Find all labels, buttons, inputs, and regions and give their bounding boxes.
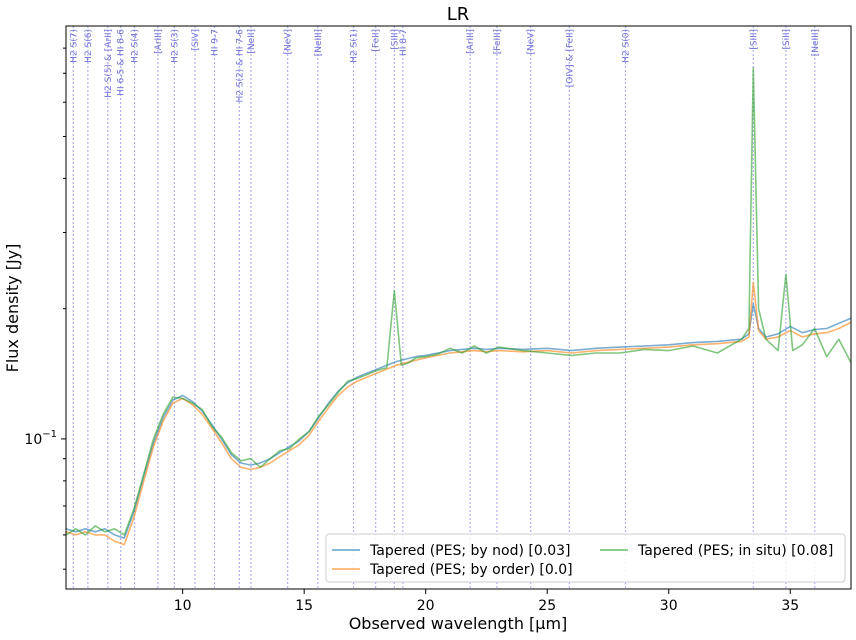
y-axis-ticks: 10−1 <box>24 47 66 570</box>
line-marker-label: [NeV] <box>284 29 294 54</box>
x-tick-label: 10 <box>174 598 192 614</box>
y-tick-label-base: 10 <box>24 432 42 448</box>
legend-label-1: Tapered (PES; by order) [0.0] <box>369 562 573 578</box>
y-axis-label: Flux density [Jy] <box>3 244 22 373</box>
x-tick-label: 35 <box>781 598 799 614</box>
line-markers: H2 S(7) H2 S(6) H2 S(5) & [ArII] HI 6-5 & H… <box>69 26 821 589</box>
line-marker-label: H2 S(3) <box>170 29 180 63</box>
series-lines <box>66 67 851 546</box>
line-marker-label: [NeIII] <box>811 29 821 56</box>
line-marker-label: [SIV] <box>191 29 201 51</box>
x-axis-label: Observed wavelength [μm] <box>349 614 568 633</box>
line-marker-label: [ArIII] <box>154 29 164 54</box>
line-marker-label: H2 S(0) <box>621 29 631 63</box>
chart-title: LR <box>447 4 470 25</box>
line-marker-label: H2 S(6) <box>84 29 94 63</box>
line-marker-label: [NeII] <box>247 29 257 54</box>
line-marker-label: [SIII] <box>749 29 759 50</box>
line-marker-label: HI 9-7 <box>210 29 220 56</box>
x-tick-label: 15 <box>295 598 313 614</box>
plot-frame <box>65 25 852 590</box>
series-line-1 <box>66 281 851 546</box>
series-line-2 <box>66 67 851 536</box>
x-axis-ticks: 10 15 20 25 30 35 <box>174 589 799 614</box>
legend-label-0: Tapered (PES; by nod) [0.03] <box>369 543 570 559</box>
line-marker-label: [NeV] <box>527 29 537 54</box>
line-marker-label: HI 8-7 <box>399 29 409 56</box>
line-marker-label: [NeIII] <box>314 29 324 56</box>
x-tick-label: 20 <box>417 598 435 614</box>
line-marker-label: [SiII] <box>782 29 792 50</box>
legend-label-2: Tapered (PES; in situ) [0.08] <box>637 543 833 559</box>
line-marker-label: [FeIII] <box>493 29 503 54</box>
line-marker-label: [ArIII] <box>466 29 476 54</box>
y-tick-label-exponent: −1 <box>42 429 57 440</box>
line-marker-label: [OIV] & [FeII] <box>565 29 575 87</box>
line-marker-label: H2 S(1) <box>350 29 360 63</box>
x-tick-label: 25 <box>538 598 556 614</box>
y-tick-label: 10−1 <box>24 429 57 448</box>
line-marker-label: H2 S(2) & HI 7-6 <box>235 29 245 103</box>
line-marker-label: HI 6-5 & HI 8-6 <box>117 29 127 96</box>
line-marker-label: H2 S(4) <box>131 29 141 63</box>
legend: Tapered (PES; by nod) [0.03] Tapered (PES… <box>325 533 846 583</box>
x-tick-label: 30 <box>660 598 678 614</box>
series-line-0 <box>66 303 851 539</box>
line-marker-label: [SIII] <box>390 29 400 50</box>
line-marker-label: H2 S(7) <box>69 29 79 63</box>
line-marker-label: [FeII] <box>372 29 382 52</box>
line-marker-label: H2 S(5) & [ArII] <box>104 29 114 98</box>
legend-box <box>325 533 846 583</box>
